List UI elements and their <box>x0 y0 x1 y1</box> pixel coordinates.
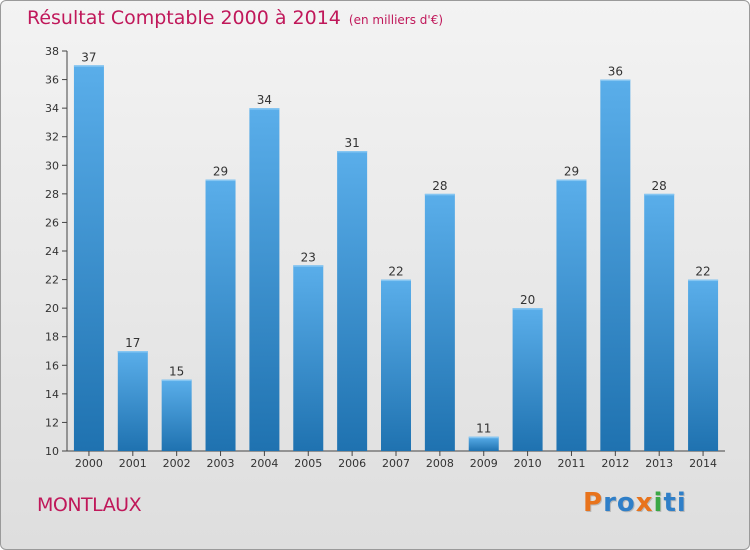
bar-highlight <box>688 279 719 282</box>
y-tick-label: 26 <box>45 216 59 229</box>
logo-letter: i <box>653 488 664 518</box>
bar-2007 <box>381 279 411 451</box>
y-tick-label: 16 <box>45 359 59 372</box>
x-tick-label: 2010 <box>514 457 542 470</box>
value-label: 17 <box>125 336 140 350</box>
y-tick-label: 38 <box>45 45 59 58</box>
x-tick-label: 2014 <box>689 457 717 470</box>
bar-highlight <box>73 65 104 67</box>
y-tick-label: 36 <box>45 74 59 87</box>
value-label: 15 <box>169 365 184 379</box>
logo-letter: P <box>583 488 604 518</box>
x-tick-label: 2000 <box>75 457 103 470</box>
city-name: MONTLAUX <box>37 494 142 516</box>
value-labels: 37 17 15 29 34 23 31 22 28 11 20 29 36 28 22 <box>81 50 710 435</box>
y-tick-label: 20 <box>45 302 59 315</box>
bar-2001 <box>117 351 148 451</box>
value-label: 20 <box>520 293 535 307</box>
value-label: 31 <box>344 136 359 150</box>
y-tick-label: 30 <box>45 159 59 172</box>
value-label: 22 <box>695 265 710 279</box>
bar-2006 <box>337 151 368 451</box>
value-label: 29 <box>213 165 228 179</box>
value-label: 11 <box>476 422 491 436</box>
bar-2009 <box>468 436 499 451</box>
x-tick-label: 2003 <box>207 457 235 470</box>
chart-subtitle: (en milliers d'€) <box>348 13 444 27</box>
logo-letter: x <box>635 488 654 518</box>
bar-highlight <box>424 193 455 196</box>
bar-highlight <box>468 436 499 439</box>
y-tick-label: 34 <box>45 102 59 115</box>
bars-group <box>73 65 719 452</box>
logo-letter: i <box>676 488 687 518</box>
y-axis-ticks: 10 12 14 16 18 20 22 24 26 28 30 32 34 36 38 <box>45 45 67 458</box>
chart-title: Résultat Comptable 2000 à 2014 (en millie… <box>27 7 443 29</box>
value-label: 36 <box>608 65 623 79</box>
bar-2000 <box>73 65 104 452</box>
bar-2012 <box>600 79 631 452</box>
bar-highlight <box>249 108 280 110</box>
x-tick-label: 2009 <box>470 457 498 470</box>
value-label: 37 <box>81 50 96 64</box>
y-tick-label: 10 <box>45 445 59 458</box>
x-tick-label: 2011 <box>557 457 585 470</box>
y-tick-label: 22 <box>45 274 59 287</box>
logo-letter: o <box>616 488 636 518</box>
y-tick-label: 28 <box>45 188 59 201</box>
bar-highlight <box>644 193 675 196</box>
bar-2003 <box>205 179 236 452</box>
y-tick-label: 32 <box>45 131 59 144</box>
x-axis-ticks: 2000 2001 2002 2003 2004 2005 2006 2007 2008 2009… <box>75 451 717 470</box>
x-tick-label: 2012 <box>601 457 629 470</box>
x-tick-label: 2006 <box>338 457 366 470</box>
value-label: 34 <box>257 93 272 107</box>
y-tick-label: 18 <box>45 331 59 344</box>
bar-2014 <box>688 279 719 451</box>
y-tick-label: 24 <box>45 245 59 258</box>
bar-highlight <box>293 265 324 267</box>
value-label: 29 <box>564 165 579 179</box>
value-label: 28 <box>652 179 667 193</box>
x-tick-label: 2002 <box>163 457 191 470</box>
x-tick-label: 2005 <box>294 457 322 470</box>
bar-highlight <box>381 279 411 282</box>
x-tick-label: 2008 <box>426 457 454 470</box>
x-tick-label: 2013 <box>645 457 673 470</box>
x-tick-label: 2001 <box>119 457 147 470</box>
value-label: 22 <box>388 265 403 279</box>
bar-2004 <box>249 108 280 452</box>
x-tick-label: 2007 <box>382 457 410 470</box>
bar-highlight <box>600 79 631 82</box>
bar-2002 <box>161 379 192 451</box>
bar-2011 <box>556 179 587 452</box>
y-tick-label: 12 <box>45 416 59 429</box>
bar-2008 <box>424 193 455 451</box>
proxiti-logo[interactable]: Proxiti <box>583 488 687 518</box>
value-label: 23 <box>301 250 316 264</box>
bar-2013 <box>644 193 675 451</box>
bar-highlight <box>512 308 543 310</box>
value-label: 28 <box>432 179 447 193</box>
chart-title-text: Résultat Comptable 2000 à 2014 <box>27 7 341 29</box>
bar-highlight <box>205 179 236 182</box>
y-tick-label: 14 <box>45 388 59 401</box>
bar-highlight <box>161 379 192 382</box>
logo-letter: r <box>603 488 617 518</box>
bar-2010 <box>512 308 543 451</box>
bar-highlight <box>556 179 587 182</box>
logo-letter: t <box>663 488 677 518</box>
bar-highlight <box>117 351 148 353</box>
bar-2005 <box>293 265 324 451</box>
bar-highlight <box>337 151 368 153</box>
x-tick-label: 2004 <box>250 457 278 470</box>
